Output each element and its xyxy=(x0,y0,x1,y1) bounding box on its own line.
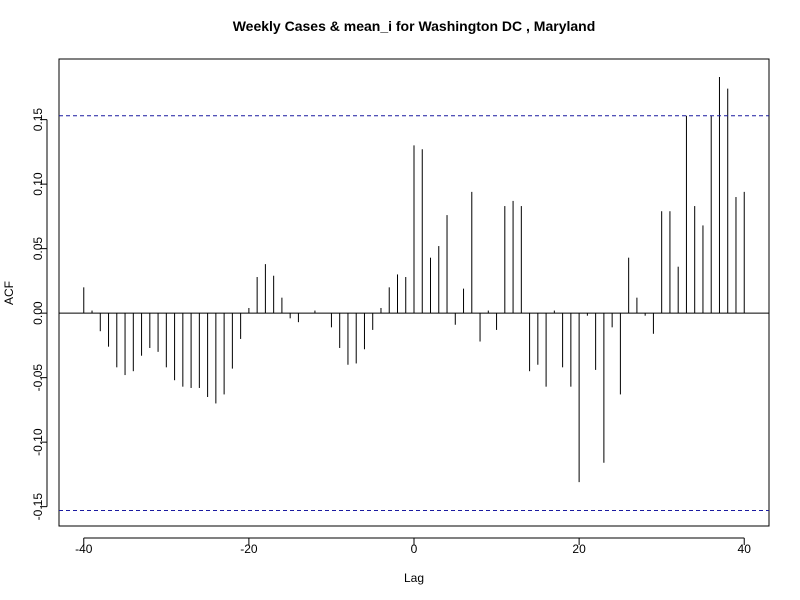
x-axis-label: Lag xyxy=(404,571,424,585)
y-tick-label: 0.05 xyxy=(31,237,45,261)
y-tick-label: 0.15 xyxy=(31,108,45,132)
x-tick-label: 20 xyxy=(572,542,586,556)
x-tick-label: -20 xyxy=(240,542,258,556)
y-tick-label: -0.05 xyxy=(31,364,45,392)
y-tick-label: -0.10 xyxy=(31,428,45,456)
y-tick-label: 0.10 xyxy=(31,172,45,196)
reference-lines xyxy=(59,115,769,512)
x-tick-label: 0 xyxy=(411,542,418,556)
y-axis-label: ACF xyxy=(2,281,16,305)
y-tick-label: -0.15 xyxy=(31,493,45,521)
y-axis: -0.15 -0.10 -0.05 0.00 0.05 0.10 0.15 xyxy=(31,108,48,521)
x-tick-label: 40 xyxy=(738,542,752,556)
y-tick-label: 0.00 xyxy=(31,301,45,325)
chart-title: Weekly Cases & mean_i for Washington DC … xyxy=(233,18,596,34)
x-tick-label: -40 xyxy=(75,542,93,556)
x-axis: -40 -20 0 20 40 xyxy=(75,537,752,556)
plot-frame xyxy=(58,58,770,527)
acf-bars xyxy=(83,77,745,483)
